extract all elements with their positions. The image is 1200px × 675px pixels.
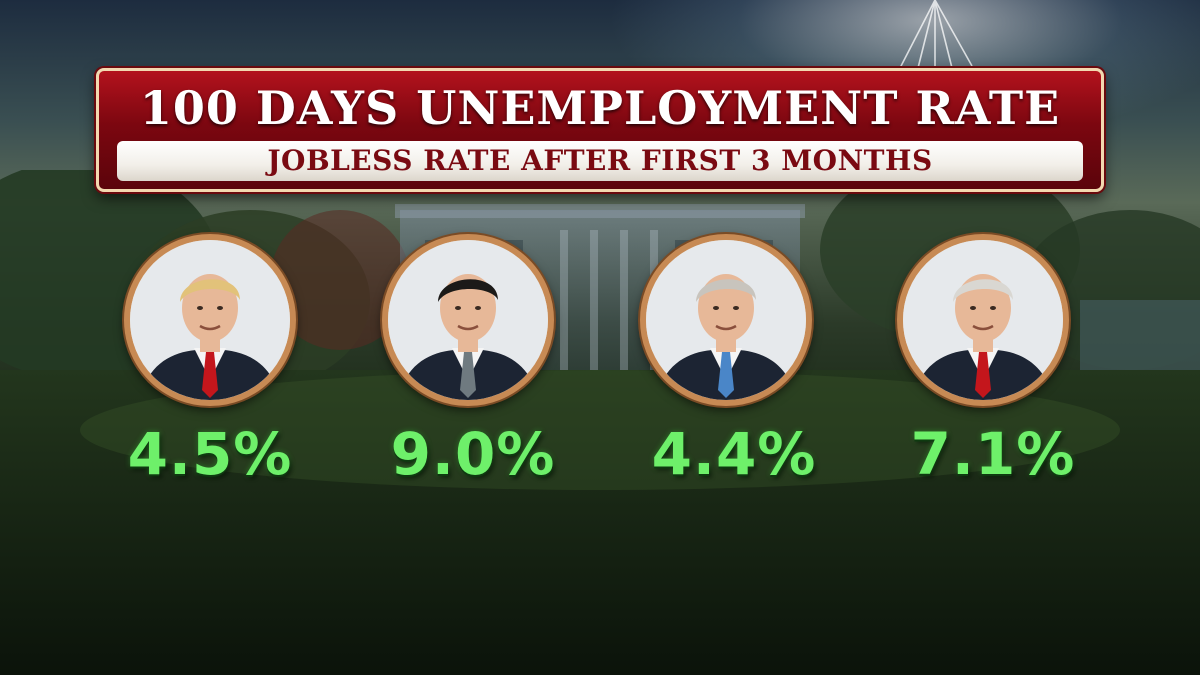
- president-portrait-3: [640, 234, 812, 406]
- subtitle-bar: JOBLESS RATE AFTER FIRST 3 MONTHS: [117, 141, 1083, 181]
- title-banner: 100 DAYS UNEMPLOYMENT RATE JOBLESS RATE …: [96, 68, 1104, 192]
- sun-flare: [899, 0, 973, 70]
- president-portrait-4: [897, 234, 1069, 406]
- portrait-figure: [130, 240, 290, 400]
- portrait-figure: [646, 240, 806, 400]
- president-portrait-1: [124, 234, 296, 406]
- rate-value-4: 7.1%: [910, 420, 1076, 488]
- banner-title: 100 DAYS UNEMPLOYMENT RATE: [139, 81, 1061, 135]
- rate-value-2: 9.0%: [390, 420, 556, 488]
- portrait-figure: [903, 240, 1063, 400]
- president-portrait-2: [382, 234, 554, 406]
- portrait-figure: [388, 240, 548, 400]
- rate-value-1: 4.5%: [127, 420, 293, 488]
- rate-value-3: 4.4%: [651, 420, 817, 488]
- banner-subtitle: JOBLESS RATE AFTER FIRST 3 MONTHS: [267, 144, 933, 177]
